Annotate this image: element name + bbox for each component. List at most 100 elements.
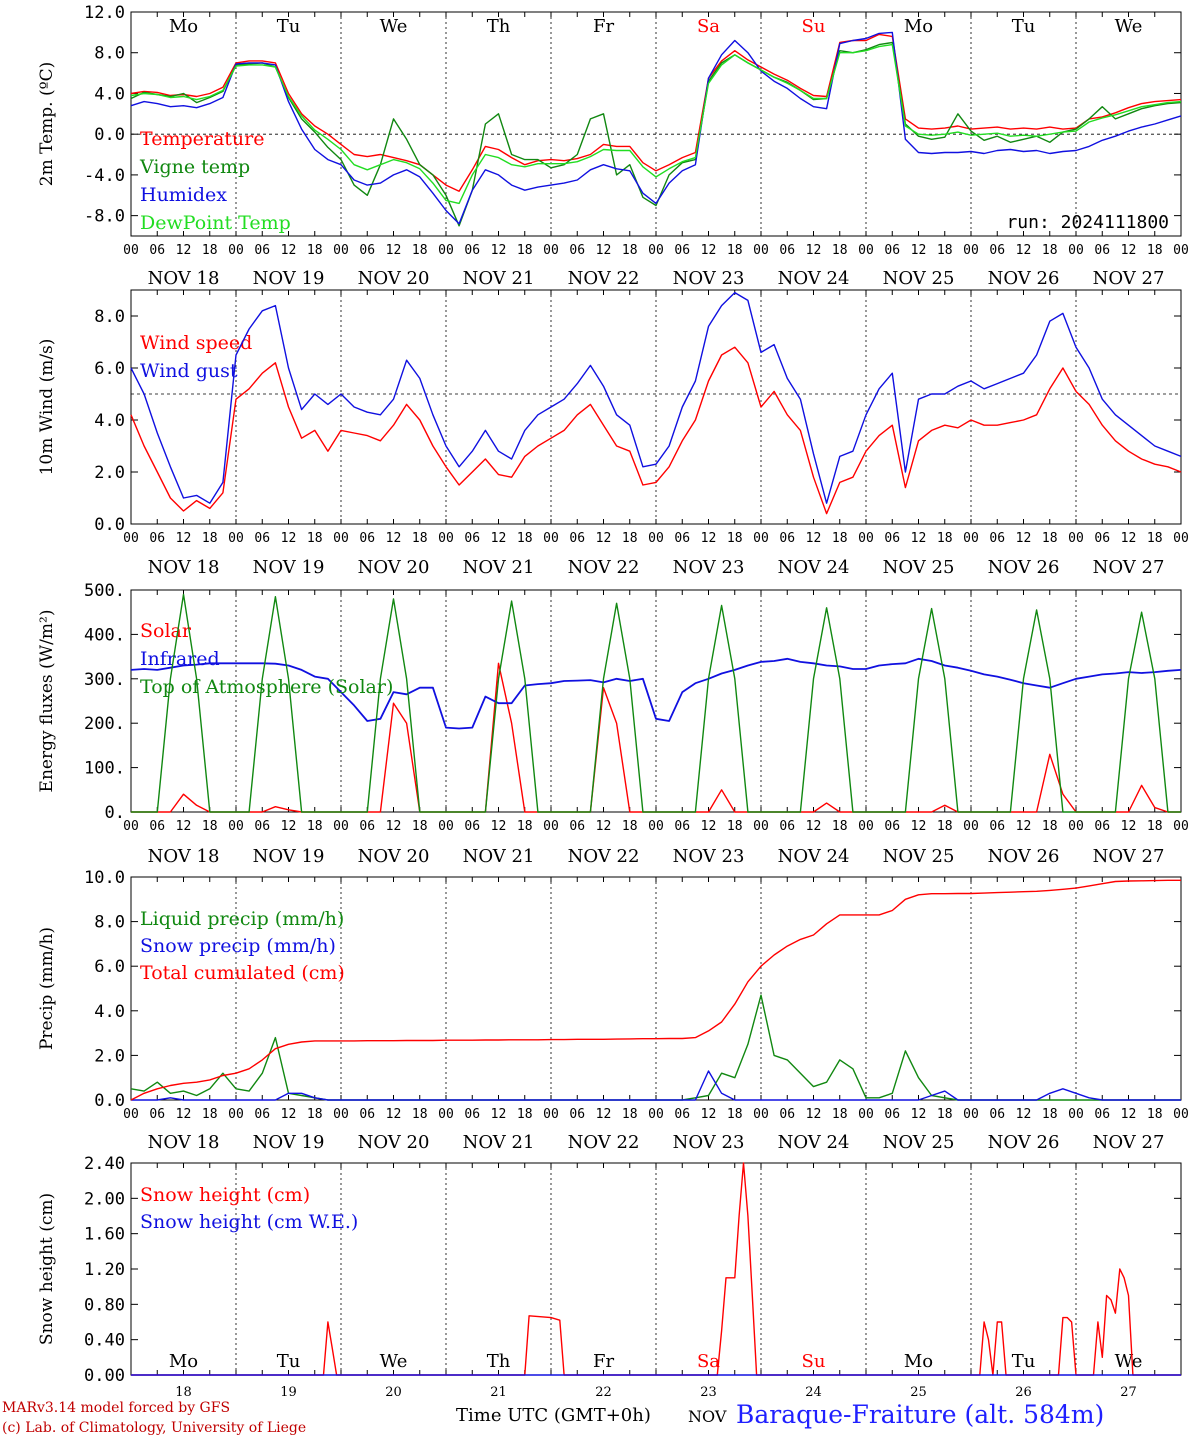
x-tick-label: 12 <box>491 531 507 546</box>
date-label: NOV 27 <box>1093 268 1165 289</box>
y-tick-label: 2.00 <box>84 1189 125 1209</box>
day-name-label: We <box>380 16 408 37</box>
x-tick-label: 18 <box>1147 819 1163 834</box>
date-label: NOV 26 <box>988 557 1060 578</box>
y-axis-label: Snow height (cm) <box>37 1193 57 1345</box>
y-tick-label: 300. <box>84 670 125 690</box>
panel-4: 10.0 8.0 6.0 4.0 2.0 0.0 Precip (mm/h) 00 06 12 18… <box>37 868 1189 1153</box>
date-label: NOV 23 <box>673 268 745 289</box>
day-name-label: Tu <box>1012 1351 1036 1372</box>
date-label: NOV 23 <box>673 557 745 578</box>
x-tick-label: 12 <box>281 243 297 258</box>
day-name-label: Su <box>802 1351 826 1372</box>
y-tick-label: 0.00 <box>84 1366 125 1386</box>
day-name-label: Su <box>802 16 826 37</box>
x-tick-label: 00 <box>438 531 454 546</box>
x-tick-label: 18 <box>1042 531 1058 546</box>
date-label: NOV 19 <box>253 268 325 289</box>
day-name-label: Sa <box>697 16 720 37</box>
y-tick-label: 8.0 <box>94 307 125 327</box>
x-tick-label: 18 <box>202 1107 218 1122</box>
x-tick-label: 06 <box>989 531 1005 546</box>
y-tick-label: 1.60 <box>84 1225 125 1245</box>
y-tick-label: 0. <box>105 803 125 823</box>
x-tick-label: 00 <box>543 531 559 546</box>
series-line-blue <box>131 1070 1181 1101</box>
x-tick-label: 00 <box>858 531 874 546</box>
date-label: NOV 21 <box>463 557 535 578</box>
x-tick-label: 06 <box>569 243 585 258</box>
date-label: NOV 18 <box>148 557 220 578</box>
x-tick-label: 00 <box>123 243 139 258</box>
date-label: NOV 20 <box>358 557 430 578</box>
x-tick-label: 18 <box>307 243 323 258</box>
x-tick-label: 00 <box>438 243 454 258</box>
y-tick-label: 0.0 <box>94 125 125 145</box>
x-tick-label: 18 <box>517 531 533 546</box>
x-tick-label: 12 <box>386 819 402 834</box>
day-name-label: Mo <box>904 1351 933 1372</box>
x-tick-label: 12 <box>806 243 822 258</box>
x-tick-label: 18 <box>1147 243 1163 258</box>
legend-entry: Total cumulated (cm) <box>140 962 345 984</box>
x-tick-label: 06 <box>569 819 585 834</box>
x-tick-label: 00 <box>963 531 979 546</box>
x-tick-label: 18 <box>832 243 848 258</box>
x-tick-label: 18 <box>307 531 323 546</box>
series-line-blue <box>130 657 1182 730</box>
x-tick-label: 00 <box>543 819 559 834</box>
x-tick-label: 06 <box>989 819 1005 834</box>
day-number-label: 18 <box>175 1385 192 1400</box>
x-tick-label: 06 <box>254 531 270 546</box>
day-name-label: Tu <box>1012 16 1036 37</box>
day-number-label: 24 <box>805 1385 822 1400</box>
date-label: NOV 19 <box>253 557 325 578</box>
date-label: NOV 23 <box>673 846 745 867</box>
y-tick-label: -4.0 <box>84 166 125 186</box>
x-tick-label: 12 <box>701 243 717 258</box>
x-tick-label: 06 <box>359 531 375 546</box>
x-tick-label: 12 <box>281 531 297 546</box>
x-tick-label: 06 <box>1094 243 1110 258</box>
y-tick-label: 2.0 <box>94 463 125 483</box>
x-tick-label: 18 <box>202 243 218 258</box>
x-tick-label: 00 <box>963 819 979 834</box>
panel-5: 2.40 2.00 1.60 1.20 0.80 0.40 0.00 Snow height … <box>37 1154 1182 1400</box>
series-line-green <box>131 593 1181 813</box>
day-name-label: Mo <box>169 16 198 37</box>
date-label: NOV 20 <box>358 1132 430 1153</box>
date-label: NOV 25 <box>883 846 955 867</box>
x-tick-label: 06 <box>779 531 795 546</box>
date-label: NOV 18 <box>148 268 220 289</box>
x-tick-label: 12 <box>491 243 507 258</box>
x-tick-label: 12 <box>386 243 402 258</box>
date-label: NOV 27 <box>1093 1132 1165 1153</box>
x-tick-label: 00 <box>1068 243 1084 258</box>
x-tick-label: 00 <box>228 1107 244 1122</box>
panel-3: 500. 400. 300. 200. 100. 0. Energy fluxes (W/m… <box>37 581 1189 867</box>
date-label: NOV 22 <box>568 268 640 289</box>
date-label: NOV 24 <box>778 846 850 867</box>
x-tick-label: 18 <box>307 819 323 834</box>
x-tick-label: 06 <box>359 819 375 834</box>
x-tick-label: 00 <box>438 1107 454 1122</box>
legend-entry: Snow height (cm W.E.) <box>140 1211 358 1233</box>
x-tick-label: 00 <box>1068 819 1084 834</box>
day-name-label: Mo <box>904 16 933 37</box>
legend-entry: Snow precip (mm/h) <box>140 935 336 957</box>
x-tick-label: 12 <box>491 819 507 834</box>
day-number-label: 26 <box>1015 1385 1032 1400</box>
y-tick-label: 12.0 <box>84 3 125 23</box>
date-label: NOV 18 <box>148 1132 220 1153</box>
legend-entry: Humidex <box>140 184 227 206</box>
x-tick-label: 00 <box>753 1107 769 1122</box>
x-tick-label: 18 <box>727 243 743 258</box>
date-label: NOV 22 <box>568 557 640 578</box>
x-tick-label: 00 <box>1173 243 1189 258</box>
x-tick-label: 00 <box>648 819 664 834</box>
y-tick-label: 2.0 <box>94 1046 125 1066</box>
x-tick-label: 06 <box>779 1107 795 1122</box>
x-tick-label: 12 <box>701 531 717 546</box>
x-tick-label: 00 <box>333 819 349 834</box>
x-tick-label: 06 <box>674 531 690 546</box>
